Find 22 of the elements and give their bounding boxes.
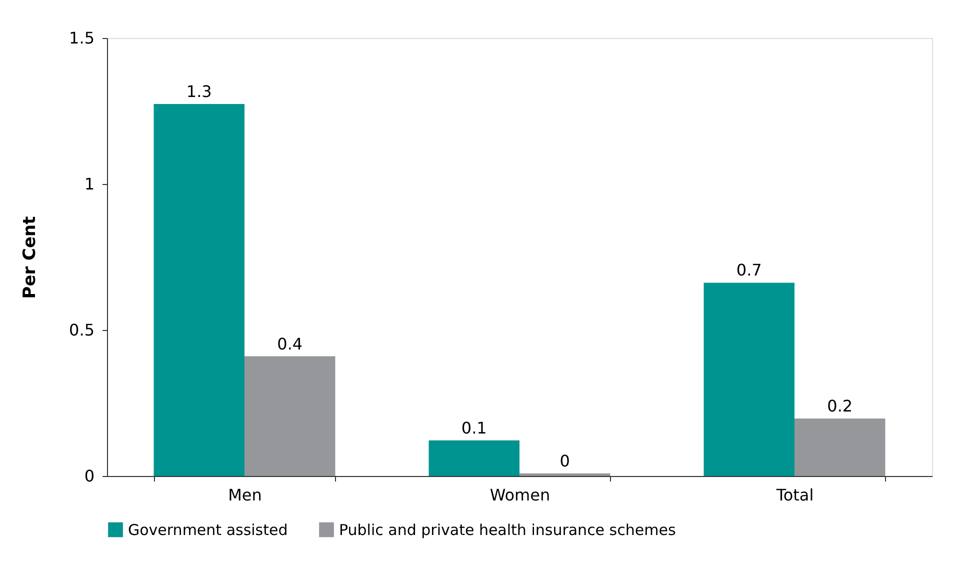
- data-label: 1.3: [186, 82, 212, 101]
- legend-label: Public and private health insurance schemes: [339, 520, 676, 539]
- data-label: 0.1: [461, 418, 487, 438]
- data-label: 0.2: [827, 396, 853, 416]
- data-label: 0.7: [736, 260, 762, 280]
- bar: [244, 356, 336, 476]
- data-label: 0.4: [277, 334, 303, 354]
- data-label: 0: [560, 451, 570, 470]
- x-tick-label: Women: [490, 486, 550, 504]
- bar: [428, 440, 520, 476]
- bar: [154, 104, 244, 476]
- x-tick-label: Men: [228, 486, 262, 504]
- y-tick-label: 0: [84, 466, 94, 486]
- bar: [704, 282, 794, 476]
- y-axis-title: Per Cent: [20, 216, 40, 299]
- bar: [520, 473, 610, 476]
- x-tick-label: Total: [775, 486, 814, 504]
- y-tick-label: 0.5: [69, 320, 94, 340]
- legend-label: Government assisted: [128, 520, 288, 539]
- y-tick-label: 1: [84, 174, 94, 194]
- bar: [794, 418, 886, 476]
- y-tick-label: 1.5: [69, 28, 94, 48]
